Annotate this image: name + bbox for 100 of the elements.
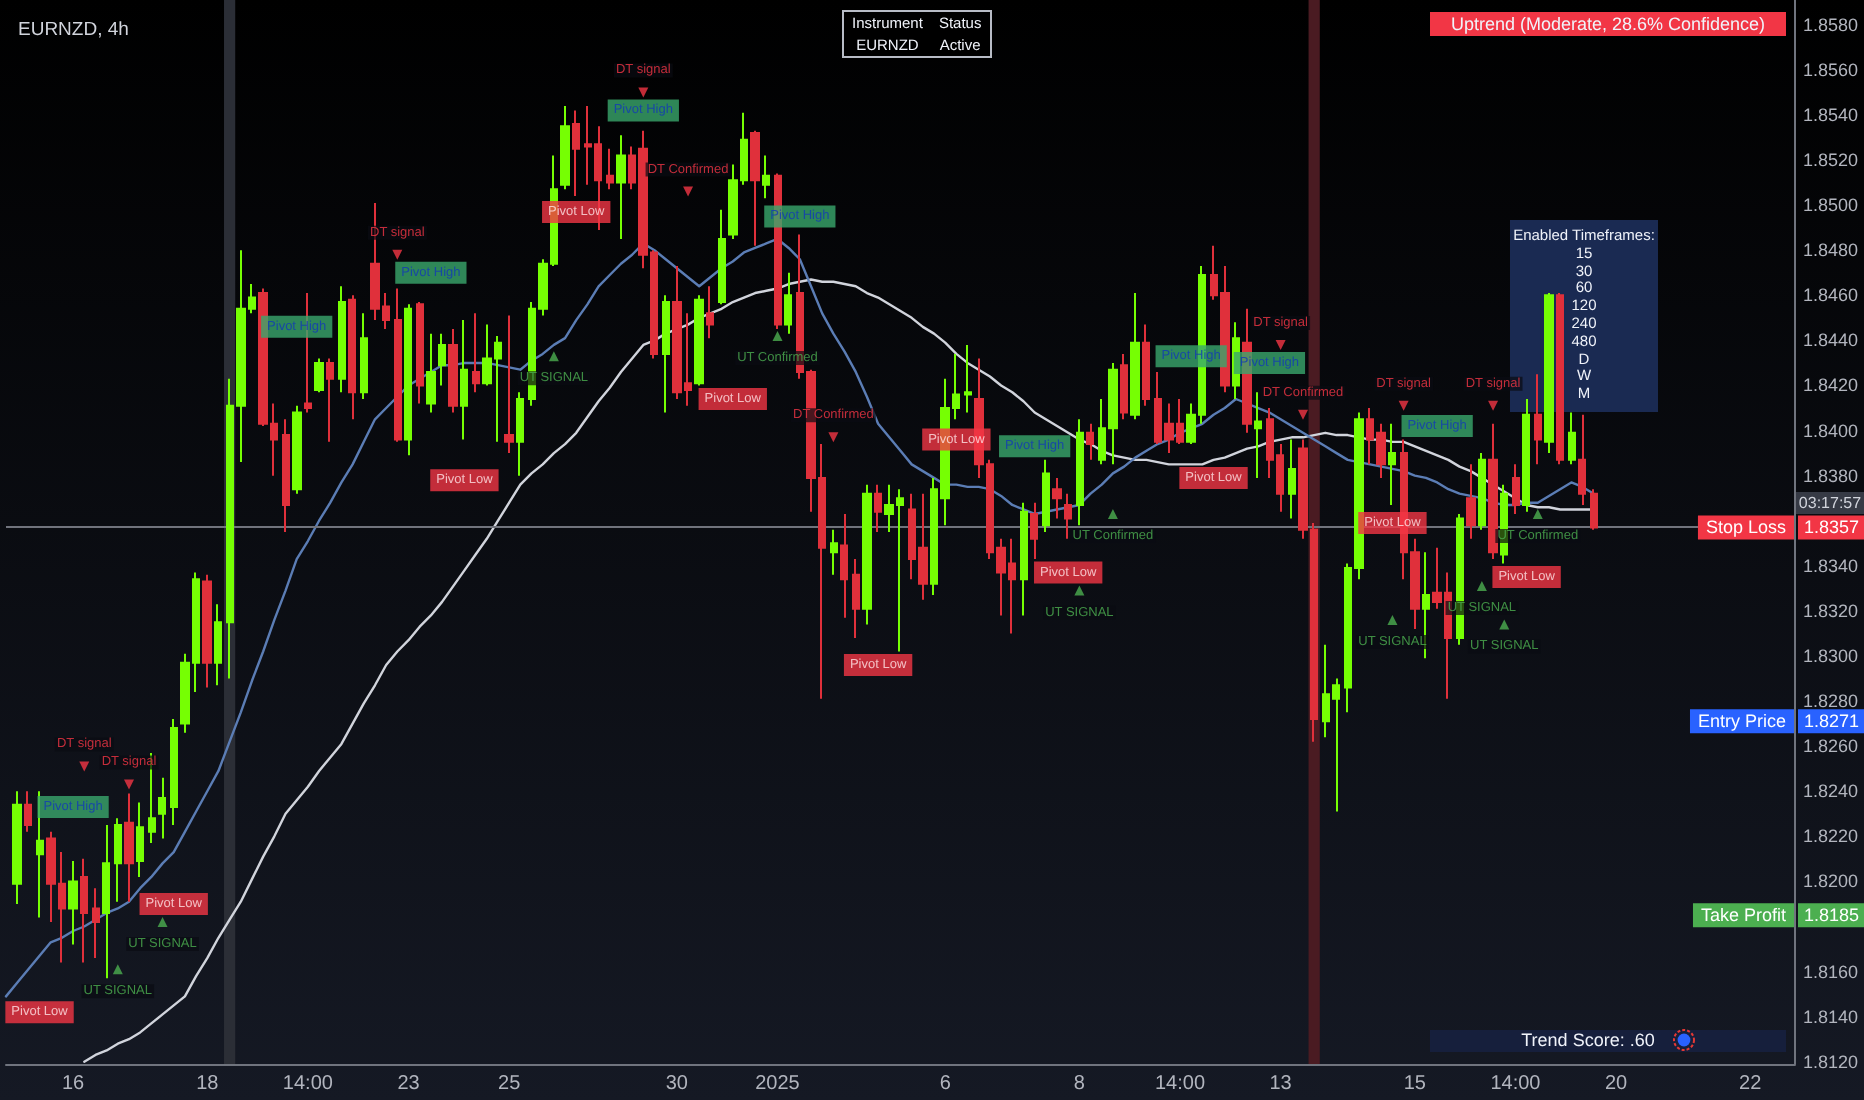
candlestick [694,294,704,387]
y-tick-label: 1.8320 [1802,600,1859,621]
y-tick-label: 1.8440 [1802,330,1859,351]
y-tick-label: 1.8480 [1802,240,1859,261]
annotation: 1.8357 [1804,517,1860,538]
candlestick [560,104,570,191]
point [392,249,403,260]
candlestick [572,109,580,198]
candlestick [12,790,22,905]
candlestick [616,134,626,240]
candlestick [92,887,100,960]
candlestick [504,314,514,455]
y-tick-label: 1.8540 [1802,104,1859,125]
point [1532,508,1543,519]
y-tick-label: 1.8340 [1802,555,1859,576]
candlestick [1578,413,1586,506]
candlestick [124,792,134,903]
annotation: 1.8271 [1804,711,1860,732]
candlestick [1020,501,1028,617]
candlestick [292,404,302,495]
line-series [4,237,1595,998]
candlestick [24,790,32,833]
candlestick [460,319,468,441]
candlestick [1064,492,1072,540]
y-tick-label: 1.8460 [1802,285,1859,306]
point [1074,585,1085,596]
candlestick [326,357,334,443]
point [1387,614,1398,625]
candlestick [1042,458,1050,533]
candlestick [314,357,324,394]
candlestick [1512,463,1520,515]
candlestick [830,528,838,576]
candlestick [394,287,402,443]
candlestick [68,860,78,946]
candlestick [1076,418,1084,527]
y-tick-label: 1.8580 [1802,14,1859,35]
candlestick [1478,452,1486,531]
point [548,351,559,362]
x-tick-label: 2025 [755,1073,801,1095]
point [1398,400,1409,411]
point [638,87,649,98]
candlestick [1590,488,1598,531]
candlestick [360,312,368,400]
candlestick [426,332,436,414]
annotation: Entry Price [1697,711,1786,732]
candlestick [1388,422,1396,506]
candlestick [416,301,424,405]
point [79,761,90,772]
point [1499,619,1510,630]
candlestick [1556,292,1564,466]
text: 03:17:57 [1796,492,1864,514]
point [123,779,134,790]
candlestick [1052,476,1062,520]
candlestick [516,391,524,477]
candlestick [852,558,860,639]
point [772,330,783,341]
annotation: 1.8185 [1804,905,1860,926]
point [828,432,839,443]
y-tick-label: 1.8280 [1802,691,1859,712]
candlestick [348,294,356,421]
candlestick [1142,323,1150,407]
y-tick-label: 1.8220 [1802,826,1859,847]
candlestick [80,857,88,964]
y-tick-label: 1.8240 [1802,781,1859,802]
candlestick [472,312,480,394]
annotation: Take Profit [1700,905,1787,926]
y-tick-label: 1.8400 [1802,420,1859,441]
candlestick [874,483,882,533]
candlestick [448,328,458,414]
candlestick [1030,501,1038,561]
candlestick [214,603,222,687]
candlestick [840,512,848,619]
candlestick [862,483,872,626]
annotation: Trend Score: .60 [1519,1030,1657,1052]
candlestick [718,208,726,306]
candlestick [438,332,446,387]
candlestick [1086,422,1094,461]
candlestick [170,718,178,827]
y-tick-label: 1.8140 [1802,1006,1859,1027]
y-tick-label: 1.8160 [1802,961,1859,982]
candlestick [338,285,346,394]
point [1476,581,1487,592]
candlestick [662,294,670,414]
point [1275,339,1286,350]
x-tick-label: 14:00 [1490,1073,1542,1095]
x-tick-label: 20 [1604,1073,1629,1095]
candlestick [202,573,212,689]
candlestick [606,147,614,191]
x-tick-label: 6 [939,1073,952,1095]
point [1297,409,1308,420]
point [157,916,168,927]
candlestick [784,271,792,335]
candlestick [1488,422,1498,561]
y-tick-label: 1.8120 [1802,1051,1859,1072]
candlestick [964,343,972,414]
candlestick [706,285,714,340]
point [1488,400,1499,411]
x-tick-label: 23 [397,1073,421,1095]
x-tick-label: 13 [1269,1073,1293,1095]
x-tick-label: 25 [498,1073,522,1095]
